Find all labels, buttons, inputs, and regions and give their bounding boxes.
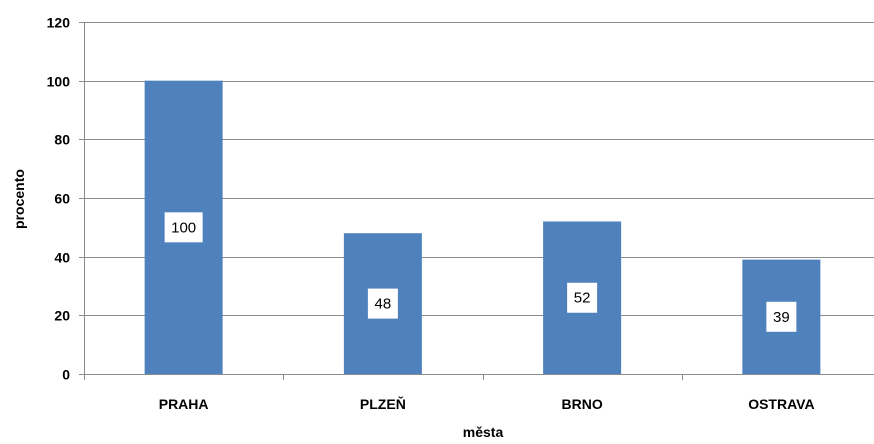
data-label: 100 — [171, 219, 196, 236]
x-axis-title: města — [463, 424, 504, 440]
x-tick-label: BRNO — [562, 396, 603, 412]
y-tick-label: 40 — [54, 250, 70, 266]
data-label: 39 — [773, 309, 790, 326]
data-label-box — [367, 288, 398, 319]
data-label-box — [567, 282, 598, 313]
y-tick-label: 20 — [54, 308, 70, 324]
y-axis-title: procento — [11, 169, 27, 229]
x-tick-label: PRAHA — [159, 396, 209, 412]
x-tick-label: PLZEŇ — [360, 395, 406, 412]
bars — [144, 80, 821, 375]
y-tick-label: 120 — [47, 15, 71, 31]
data-label-box — [766, 301, 797, 332]
data-label-box — [164, 212, 203, 243]
y-tick-label: 60 — [54, 191, 70, 207]
y-tick-label: 100 — [47, 74, 71, 90]
y-tick-label: 80 — [54, 132, 70, 148]
data-label: 48 — [375, 296, 392, 313]
x-tick-label: OSTRAVA — [748, 396, 814, 412]
x-axis: PRAHA PLZEŇ BRNO OSTRAVA — [84, 374, 874, 412]
y-axis-ticks: 0 20 40 60 80 100 120 — [47, 15, 85, 383]
y-tick-label: 0 — [62, 367, 70, 383]
data-label: 52 — [574, 290, 591, 307]
data-labels: 100 48 52 39 — [164, 212, 797, 332]
